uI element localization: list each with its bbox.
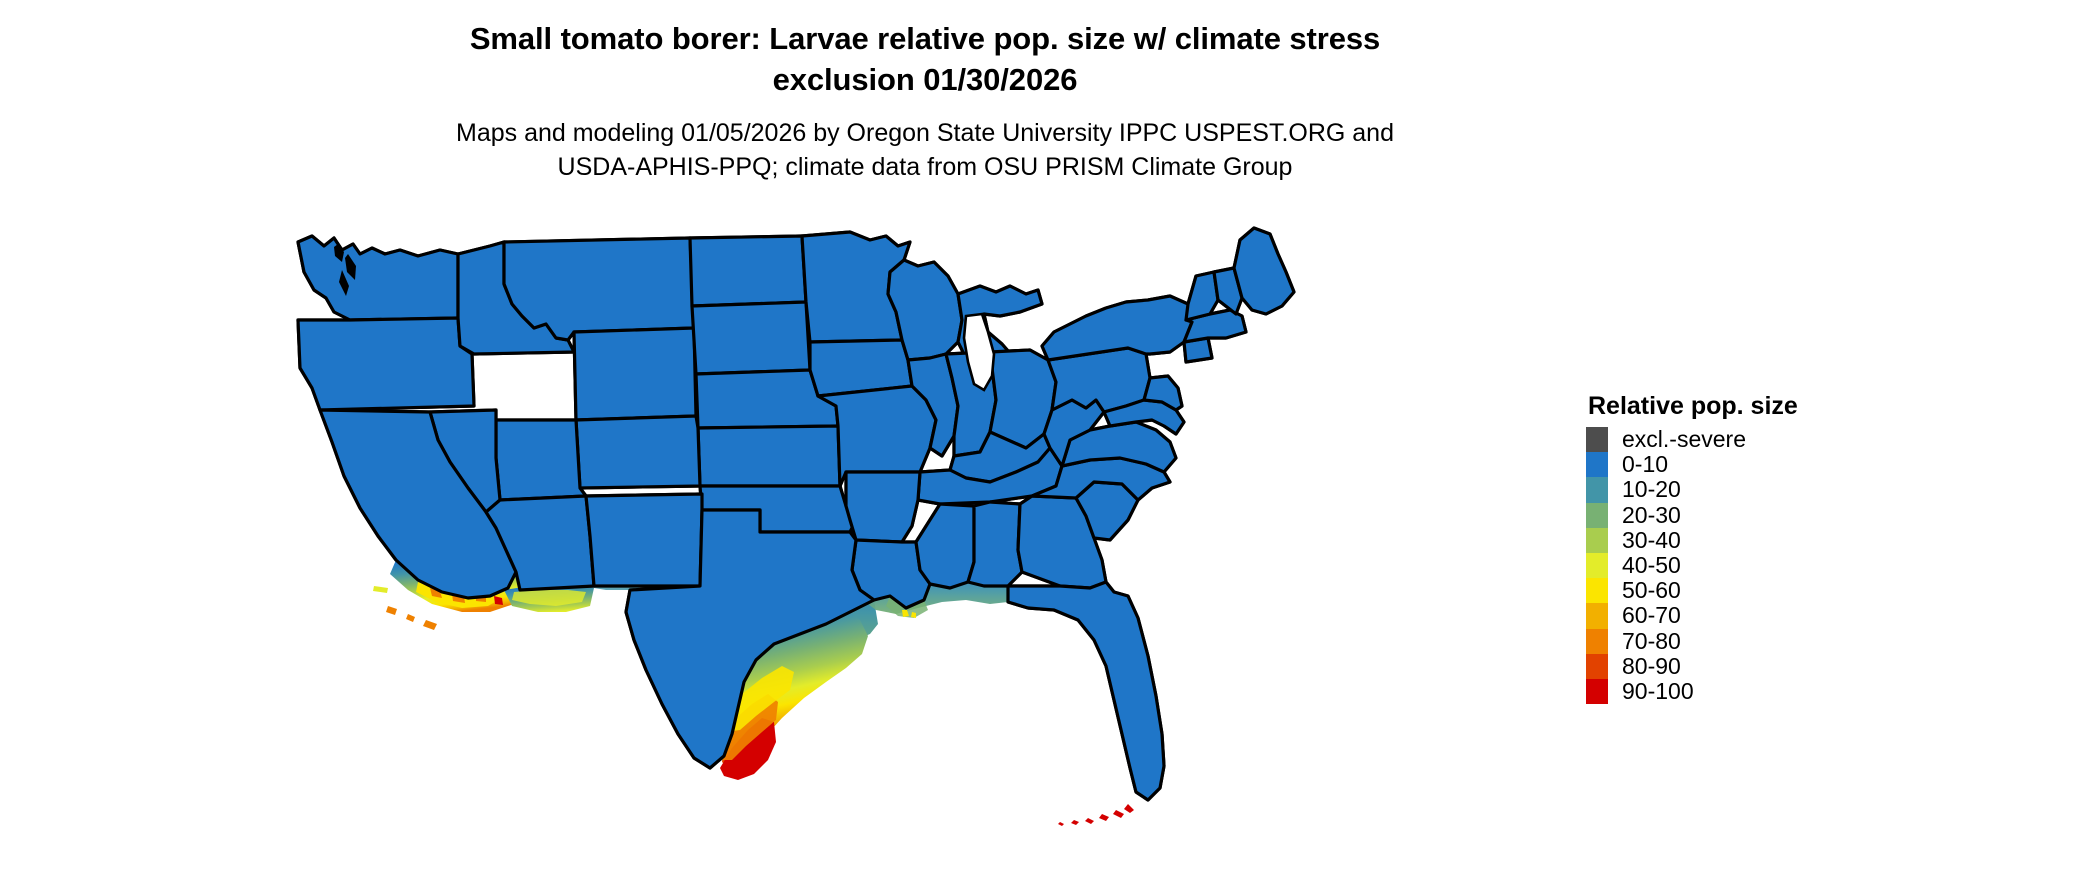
great-lakes [962, 312, 996, 392]
map-canvas[interactable] [290, 220, 1580, 892]
legend-label: 30-40 [1622, 526, 1681, 553]
legend-color-swatch [1586, 552, 1608, 579]
legend-entries: excl.-severe 0-10 10-20 20-30 30-40 40-50 50-6… [1586, 426, 1886, 705]
legend-title: Relative pop. size [1588, 392, 1798, 420]
legend-row[interactable]: 60-70 [1586, 602, 1886, 629]
legend-row[interactable]: 30-40 [1586, 526, 1886, 553]
legend-color-swatch [1586, 628, 1608, 654]
legend-color-swatch [1586, 603, 1608, 629]
coastline-detail [334, 244, 356, 296]
figure-subtitle: Maps and modeling 01/05/2026 by Oregon S… [456, 119, 1394, 182]
us-choropleth-map[interactable] [290, 220, 1580, 892]
legend-row[interactable]: 70-80 [1586, 627, 1886, 654]
legend-label: 70-80 [1622, 627, 1681, 654]
legend-row[interactable]: excl.-severe [1586, 426, 1886, 453]
legend-color-swatch [1586, 502, 1608, 528]
map-legend: Relative pop. size excl.-severe 0-10 10-20… [1586, 392, 1886, 705]
overlay-southern-california [373, 560, 594, 630]
legend-label: excl.-severe [1622, 426, 1746, 453]
figure-header: Small tomato borer: Larvae relative pop.… [0, 18, 1850, 184]
legend-color-swatch [1586, 452, 1608, 478]
legend-color-swatch [1586, 653, 1608, 679]
legend-row[interactable]: 0-10 [1586, 451, 1886, 478]
rio-grande-valley [720, 718, 776, 780]
legend-label: 50-60 [1622, 577, 1681, 604]
legend-label: 80-90 [1622, 652, 1681, 679]
channel-islands [373, 586, 437, 630]
legend-color-swatch [1586, 578, 1608, 604]
legend-row[interactable]: 20-30 [1586, 501, 1886, 528]
legend-label: 10-20 [1622, 476, 1681, 503]
legend-row[interactable]: 10-20 [1586, 476, 1886, 503]
legend-label: 40-50 [1622, 552, 1681, 579]
legend-label: 0-10 [1622, 451, 1669, 478]
legend-row[interactable]: 50-60 [1586, 577, 1886, 604]
overlay-south-texas [720, 570, 878, 780]
legend-row[interactable]: 40-50 [1586, 552, 1886, 579]
lake-michigan [962, 312, 996, 392]
page-title: Small tomato borer: Larvae relative pop.… [469, 21, 1381, 98]
legend-color-swatch [1586, 477, 1608, 503]
legend-row[interactable]: 80-90 [1586, 652, 1886, 679]
legend-color-swatch [1586, 678, 1608, 705]
los-angeles-basin [416, 582, 502, 608]
florida-keys [1058, 804, 1134, 826]
san-diego-hotspot [494, 596, 503, 605]
legend-label: 90-100 [1622, 677, 1694, 704]
legend-color-swatch [1586, 527, 1608, 553]
legend-row[interactable]: 90-100 [1586, 677, 1886, 705]
state-borders [296, 226, 1296, 802]
legend-label: 20-30 [1622, 501, 1681, 528]
legend-color-swatch [1586, 427, 1608, 453]
legend-label: 60-70 [1622, 602, 1681, 629]
